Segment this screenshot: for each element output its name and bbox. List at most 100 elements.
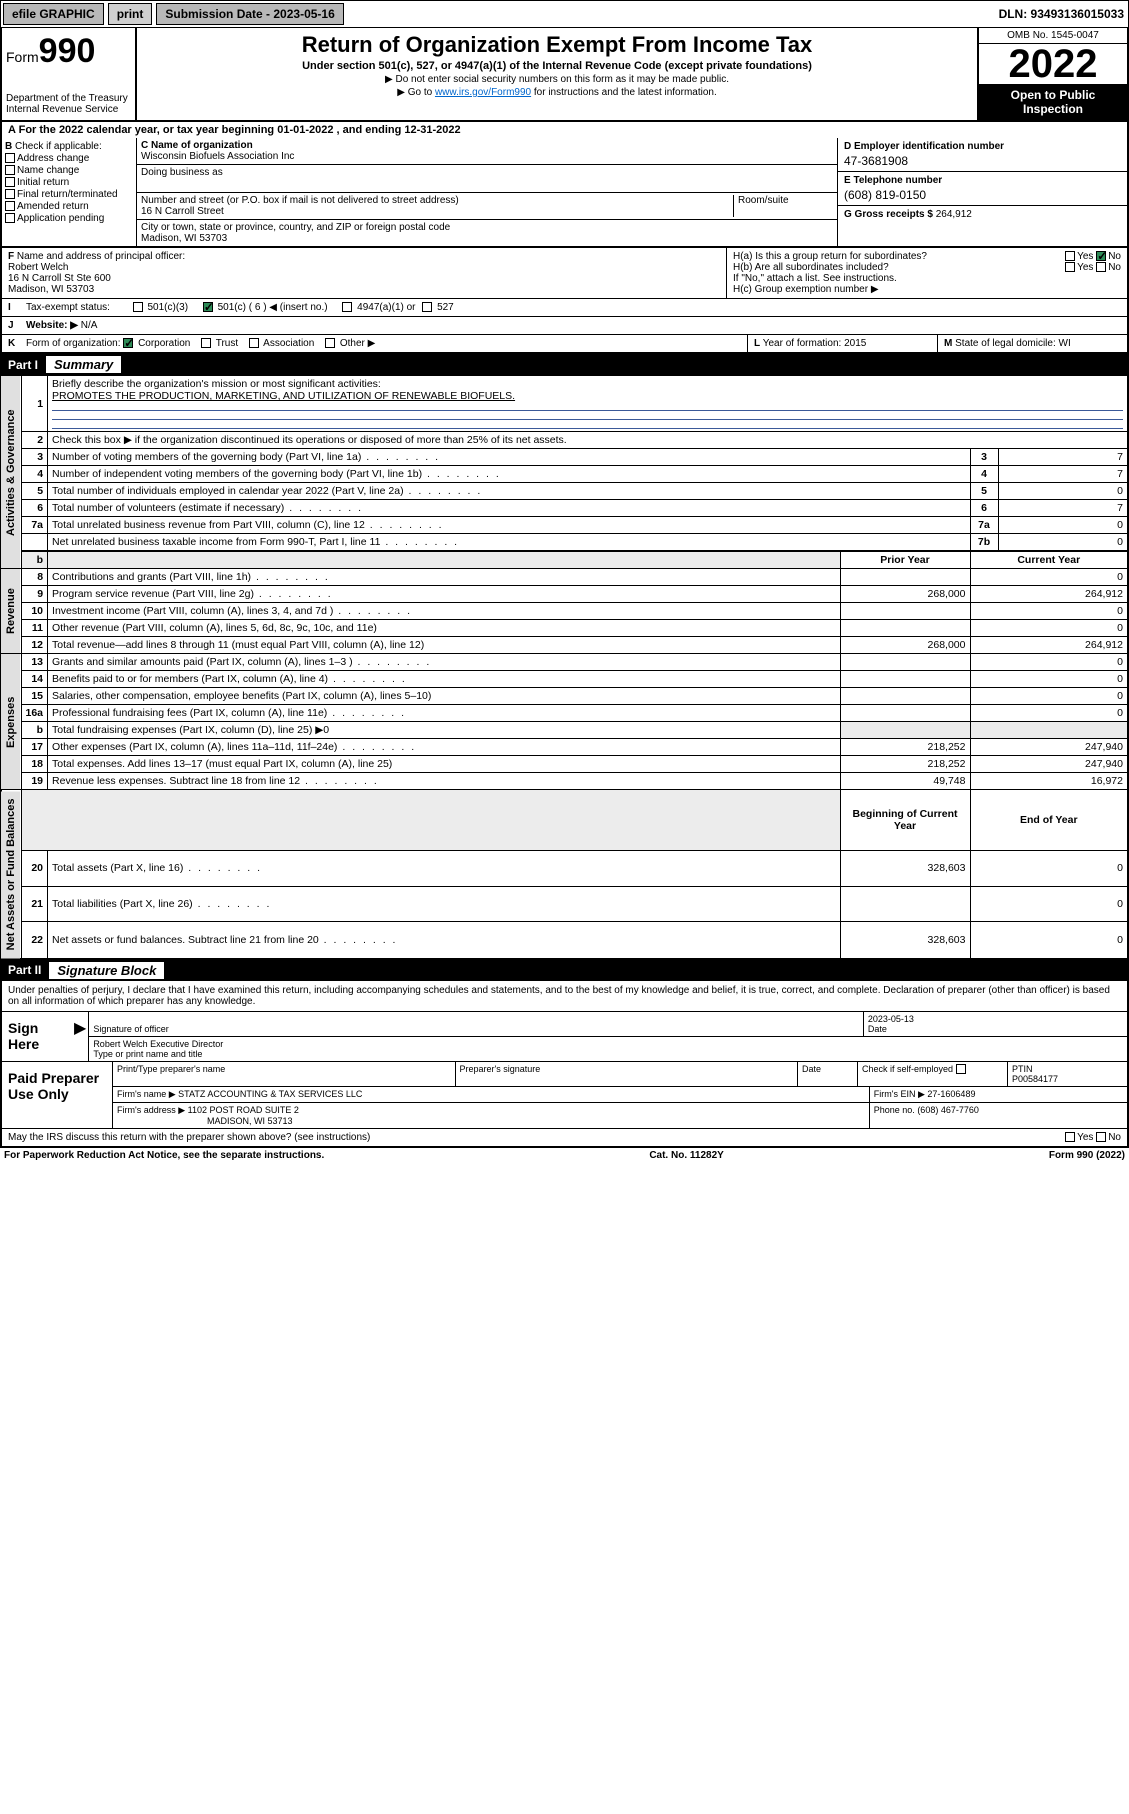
dba-label: Doing business as: [141, 167, 223, 178]
checkbox-self-employed[interactable]: [956, 1064, 966, 1074]
ha-no: No: [1108, 251, 1121, 262]
ha-label: H(a) Is this a group return for subordin…: [733, 251, 927, 262]
side-expenses: Expenses: [1, 654, 21, 790]
exp-prior: 49,748: [840, 773, 970, 790]
checkbox-app-pending[interactable]: [5, 213, 15, 223]
net-beg: 328,603: [840, 922, 970, 959]
arrow-icon: ▶: [72, 1012, 88, 1061]
exp-prior-shade: [840, 722, 970, 739]
gov-val: 0: [998, 517, 1128, 534]
firm-name-value: STATZ ACCOUNTING & TAX SERVICES LLC: [178, 1089, 362, 1099]
gov-row-4: 4Number of independent voting members of…: [1, 466, 1128, 483]
rev-curr: 0: [970, 569, 1128, 586]
phone-value: (608) 819-0150: [844, 188, 1121, 202]
line2-text: Check this box ▶ if the organization dis…: [52, 434, 567, 446]
street-label: Number and street (or P.O. box if mail i…: [141, 195, 459, 206]
line1-value: PROMOTES THE PRODUCTION, MARKETING, AND …: [52, 390, 515, 402]
city-label: City or town, state or province, country…: [141, 222, 450, 233]
checkbox-hb-no[interactable]: [1096, 262, 1106, 272]
checkbox-corp[interactable]: [123, 338, 133, 348]
sig-date-value: 2023-05-13: [868, 1014, 914, 1024]
checkbox-address-change[interactable]: [5, 153, 15, 163]
checkbox-irs-yes[interactable]: [1065, 1132, 1075, 1142]
gov-val: 7: [998, 500, 1128, 517]
label-j: J: [2, 317, 20, 334]
firm-name-cell: Firm's name ▶ STATZ ACCOUNTING & TAX SER…: [112, 1087, 869, 1102]
top-bar: efile GRAPHIC print Submission Date - 20…: [0, 0, 1129, 28]
ptin-value: P00584177: [1012, 1074, 1058, 1084]
opt-527: 527: [437, 302, 454, 313]
part1-table: Activities & Governance 1 Briefly descri…: [0, 375, 1129, 960]
exp-ln: 18: [21, 756, 48, 773]
sign-here-row: Sign Here ▶ Signature of officer 2023-05…: [2, 1011, 1127, 1061]
sub3-post: for instructions and the latest informat…: [531, 87, 717, 98]
gov-col: 3: [970, 449, 998, 466]
checkbox-other[interactable]: [325, 338, 335, 348]
paid-preparer-row: Paid Preparer Use Only Print/Type prepar…: [2, 1061, 1127, 1128]
gov-row-3: 3Number of voting members of the governi…: [1, 449, 1128, 466]
checkbox-trust[interactable]: [201, 338, 211, 348]
irs-label: Internal Revenue Service: [6, 104, 131, 115]
may-irs-row: May the IRS discuss this return with the…: [2, 1128, 1127, 1146]
opt-name-change: Name change: [17, 165, 79, 176]
form-id-block: Form990 Department of the Treasury Inter…: [2, 28, 137, 120]
open-public-label: Open to Public Inspection: [979, 84, 1127, 120]
ptin-cell: PTINP00584177: [1007, 1062, 1127, 1086]
sub3-pre: ▶ Go to: [397, 87, 435, 98]
checkbox-amended-return[interactable]: [5, 201, 15, 211]
label-b: B: [5, 141, 12, 152]
exp-curr: 0: [970, 654, 1128, 671]
exp-row-14: 14Benefits paid to or for members (Part …: [1, 671, 1128, 688]
exp-desc: Total expenses. Add lines 13–17 (must eq…: [48, 756, 840, 773]
rev-prior: 268,000: [840, 586, 970, 603]
website-label: Website: ▶: [26, 320, 78, 331]
gov-desc: Number of independent voting members of …: [48, 466, 970, 483]
label-a: A: [8, 124, 16, 136]
checkbox-hb-yes[interactable]: [1065, 262, 1075, 272]
checkbox-assoc[interactable]: [249, 338, 259, 348]
print-button[interactable]: print: [108, 3, 153, 25]
checkbox-final-return[interactable]: [5, 189, 15, 199]
ptin-label: PTIN: [1012, 1064, 1033, 1074]
rev-desc: Contributions and grants (Part VIII, lin…: [48, 569, 840, 586]
rev-ln: 12: [21, 637, 48, 654]
checkbox-501c3[interactable]: [133, 302, 143, 312]
exp-prior: [840, 654, 970, 671]
checkbox-irs-no[interactable]: [1096, 1132, 1106, 1142]
firm-phone-cell: Phone no. (608) 467-7760: [869, 1103, 1127, 1128]
form-label: Form: [6, 49, 39, 65]
net-desc: Total assets (Part X, line 16): [48, 850, 840, 886]
domicile-value: WI: [1059, 338, 1071, 349]
rev-ln: 8: [21, 569, 48, 586]
form990-link[interactable]: www.irs.gov/Form990: [435, 87, 531, 98]
exp-ln: 16a: [21, 705, 48, 722]
firm-ein-cell: Firm's EIN ▶ 27-1606489: [869, 1087, 1127, 1102]
side-governance: Activities & Governance: [1, 376, 21, 569]
gross-receipts-label: G Gross receipts $: [844, 209, 933, 220]
officer-addr1: 16 N Carroll St Ste 600: [8, 273, 111, 284]
checkbox-ha-no[interactable]: [1096, 251, 1106, 261]
checkbox-ha-yes[interactable]: [1065, 251, 1075, 261]
exp-desc: Salaries, other compensation, employee b…: [48, 688, 840, 705]
checkbox-initial-return[interactable]: [5, 177, 15, 187]
opt-4947: 4947(a)(1) or: [357, 302, 415, 313]
form-subtitle-3: ▶ Go to www.irs.gov/Form990 for instruct…: [147, 87, 967, 98]
net-ln: 21: [21, 886, 48, 922]
checkbox-4947[interactable]: [342, 302, 352, 312]
gov-col: 7a: [970, 517, 998, 534]
prior-year-hdr: Prior Year: [840, 551, 970, 569]
opt-assoc: Association: [263, 338, 314, 349]
checkbox-name-change[interactable]: [5, 165, 15, 175]
gov-desc: Net unrelated business taxable income fr…: [48, 534, 970, 552]
gov-desc: Number of voting members of the governin…: [48, 449, 970, 466]
officer-name: Robert Welch: [8, 262, 68, 273]
net-ln: 20: [21, 850, 48, 886]
gov-ln: 7a: [21, 517, 48, 534]
checkbox-527[interactable]: [422, 302, 432, 312]
exp-desc: Other expenses (Part IX, column (A), lin…: [48, 739, 840, 756]
rev-row-9: 9Program service revenue (Part VIII, lin…: [1, 586, 1128, 603]
rev-ln: 11: [21, 620, 48, 637]
checkbox-501c[interactable]: [203, 302, 213, 312]
net-beg: 328,603: [840, 850, 970, 886]
gov-ln: 3: [21, 449, 48, 466]
